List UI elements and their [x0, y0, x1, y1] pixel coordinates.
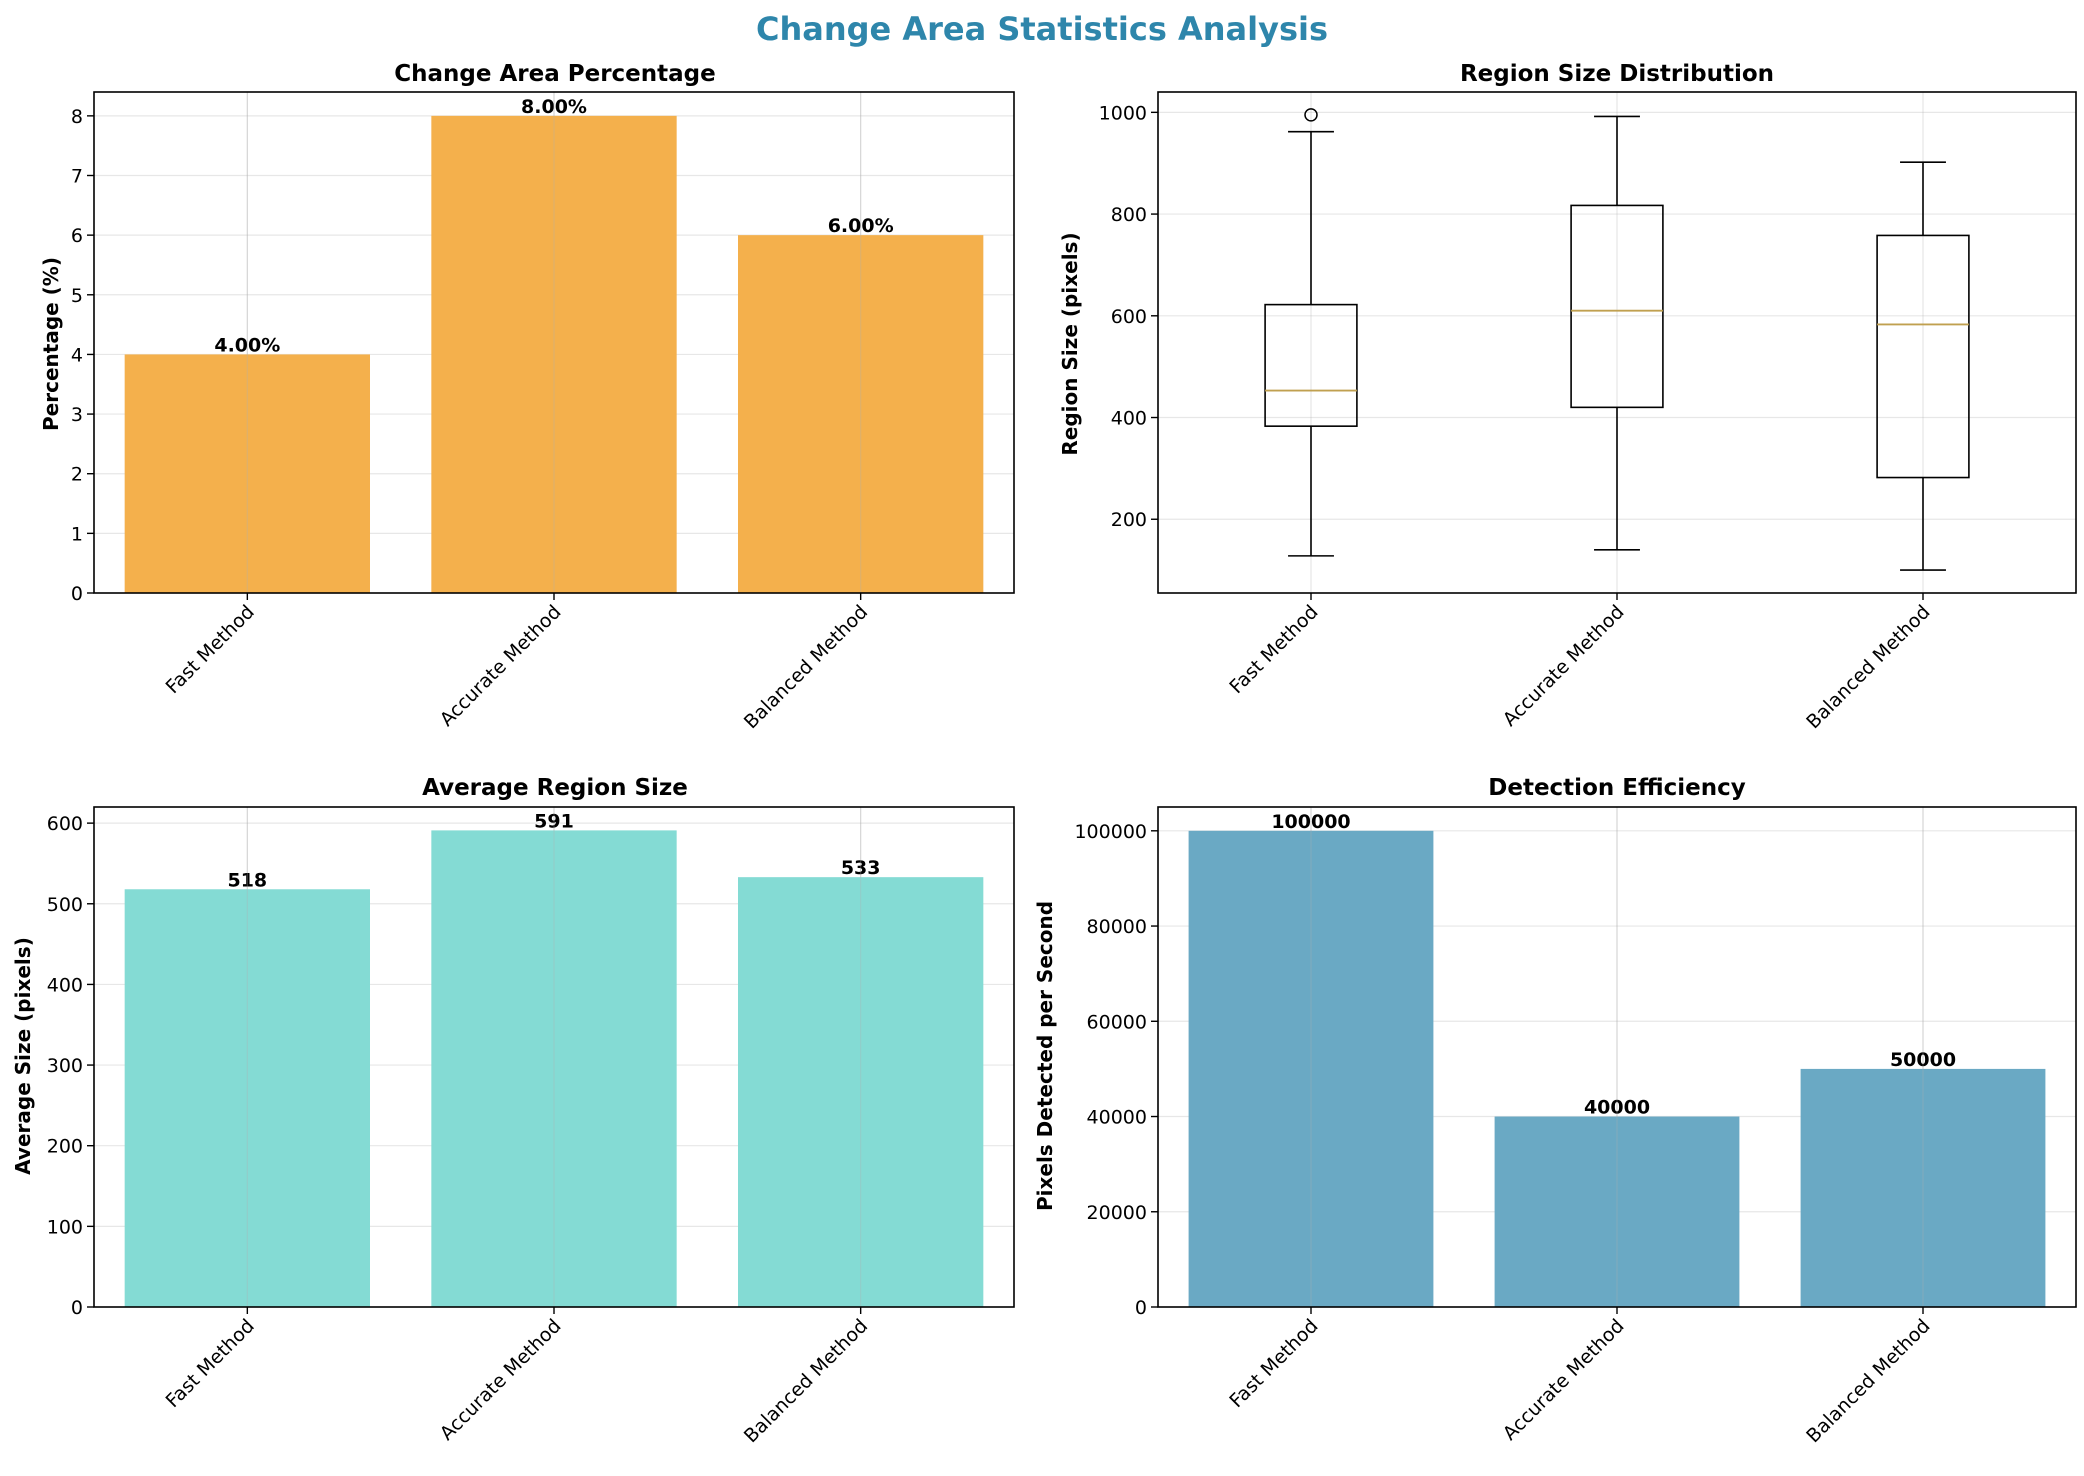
bar	[1188, 830, 1434, 1307]
y-tick-label: 400	[47, 974, 83, 996]
x-tick-label: Accurate Method	[436, 601, 566, 731]
outlier-point	[1304, 108, 1318, 122]
y-tick-label: 7	[71, 166, 83, 188]
bar	[431, 830, 677, 1307]
y-axis-label: Average Size (pixels)	[11, 937, 35, 1175]
bar	[1494, 1116, 1740, 1307]
bar	[738, 235, 984, 593]
y-tick-label: 4	[71, 344, 83, 366]
x-tick-label: Balanced Method	[740, 1315, 872, 1447]
y-tick-label: 0	[1135, 1297, 1147, 1319]
y-tick-label: 1	[71, 523, 83, 545]
y-tick-label: 1000	[1099, 102, 1147, 124]
y-tick-label: 0	[71, 583, 83, 605]
x-tick-label: Balanced Method	[1802, 1315, 1934, 1447]
bar-value-label: 591	[534, 810, 574, 832]
y-tick-label: 8	[71, 106, 83, 128]
bar	[738, 877, 984, 1307]
subplot-title: Average Region Size	[422, 775, 688, 801]
y-tick-label: 6	[71, 225, 83, 247]
y-tick-label: 500	[47, 894, 83, 916]
y-tick-label: 20000	[1087, 1202, 1147, 1224]
box-iqr	[1876, 234, 1970, 479]
subplot-average-region-size: Average Region Size Average Size (pixels…	[11, 775, 1015, 1447]
y-tick-label: 800	[1111, 204, 1147, 226]
x-tick-label: Fast Method	[1225, 601, 1322, 698]
bar	[431, 115, 677, 593]
bar	[1800, 1068, 2046, 1307]
x-tick-label: Fast Method	[1225, 1315, 1322, 1412]
box-iqr	[1570, 204, 1664, 409]
y-tick-label: 200	[1111, 509, 1147, 531]
box-iqr	[1264, 303, 1358, 427]
y-tick-label: 5	[71, 285, 83, 307]
y-tick-label: 100000	[1074, 821, 1147, 843]
subplot-detection-efficiency: Detection Efficiency Pixels Detected per…	[1033, 775, 2077, 1447]
y-tick-label: 2	[71, 464, 83, 486]
y-axis-label: Percentage (%)	[39, 257, 63, 431]
x-tick-label: Accurate Method	[1499, 601, 1629, 731]
x-tick-label: Fast Method	[162, 601, 259, 698]
x-tick-label: Fast Method	[162, 1315, 259, 1412]
bar-value-label: 40000	[1584, 1097, 1650, 1119]
subplot-region-size-distribution: Region Size Distribution Region Size (pi…	[1058, 61, 2077, 733]
y-tick-label: 300	[47, 1055, 83, 1077]
y-tick-label: 0	[71, 1297, 83, 1319]
bar-value-label: 533	[841, 857, 881, 879]
y-tick-label: 600	[47, 813, 83, 835]
y-tick-label: 200	[47, 1136, 83, 1158]
bar-value-label: 4.00%	[214, 334, 280, 356]
y-tick-label: 100	[47, 1216, 83, 1238]
x-tick-label: Accurate Method	[1499, 1315, 1629, 1445]
x-tick-label: Accurate Method	[436, 1315, 566, 1445]
bar-value-label: 8.00%	[521, 96, 587, 118]
bar-value-label: 6.00%	[828, 215, 894, 237]
y-tick-label: 60000	[1087, 1011, 1147, 1033]
y-tick-label: 80000	[1087, 916, 1147, 938]
y-tick-label: 400	[1111, 408, 1147, 430]
subplot-title: Region Size Distribution	[1460, 61, 1774, 87]
y-tick-label: 600	[1111, 306, 1147, 328]
x-tick-label: Balanced Method	[740, 601, 872, 733]
subplot-title: Detection Efficiency	[1488, 775, 1745, 801]
figure-title: Change Area Statistics Analysis	[756, 10, 1328, 48]
y-tick-label: 40000	[1087, 1107, 1147, 1129]
bar-value-label: 518	[227, 869, 267, 891]
subplot-change-area-percentage: Change Area Percentage Percentage (%) 4.…	[39, 61, 1015, 733]
subplot-title: Change Area Percentage	[394, 61, 715, 87]
y-tick-label: 3	[71, 404, 83, 426]
bar	[124, 889, 371, 1307]
y-axis-label: Pixels Detected per Second	[1033, 901, 1057, 1211]
bar-value-label: 50000	[1890, 1049, 1956, 1071]
bar-value-label: 100000	[1271, 811, 1350, 833]
bar	[124, 354, 371, 593]
x-tick-label: Balanced Method	[1802, 601, 1934, 733]
y-axis-label: Region Size (pixels)	[1058, 232, 1082, 455]
